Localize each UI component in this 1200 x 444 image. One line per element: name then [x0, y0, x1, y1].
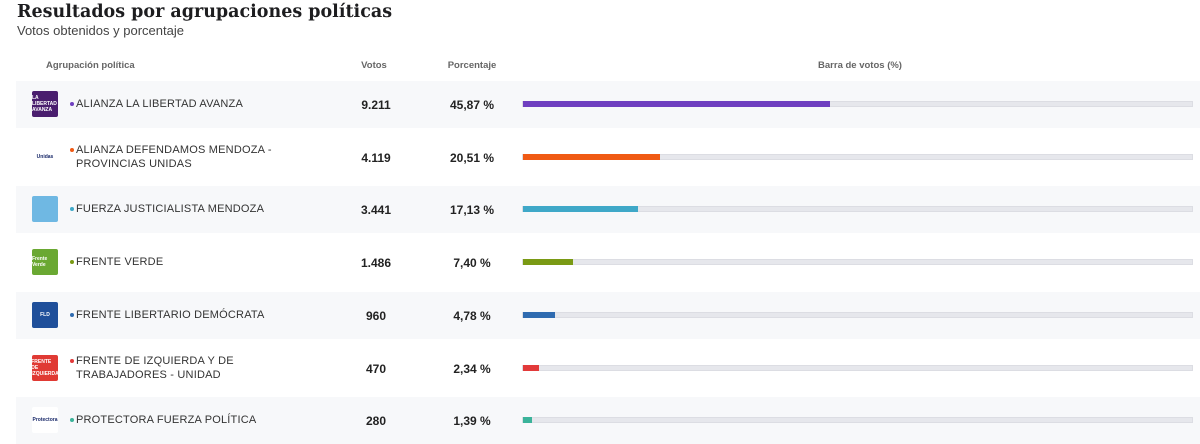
party-votes: 3.441 [360, 203, 392, 218]
party-name: FUERZA JUSTICIALISTA MENDOZA [76, 203, 265, 216]
vote-bar-fill [523, 311, 555, 318]
party-color-dot [70, 312, 74, 317]
column-header-party: Agrupación política [46, 60, 135, 71]
vote-bar-fill [523, 101, 830, 107]
party-percent: 45,87 % [449, 98, 495, 112]
table-row: Unidas ALIANZA DEFENDAMOS MENDOZA - PROV… [16, 134, 1200, 181]
vote-bar-fill [523, 259, 573, 266]
party-votes: 1.486 [360, 256, 392, 271]
party-logo-text: Frente Verde [32, 256, 48, 269]
vote-bar-track [522, 417, 1193, 424]
party-logo: Unidas [32, 143, 58, 170]
party-votes: 960 [365, 308, 387, 323]
party-percent: 2,34 % [453, 361, 491, 376]
party-percent: 7,40 % [453, 256, 491, 271]
page-subtitle: Votos obtenidos y porcentaje [17, 23, 184, 38]
party-color-dot [70, 358, 74, 363]
vote-bar-track [522, 364, 1193, 371]
party-name: ALIANZA LA LIBERTAD AVANZA [76, 98, 244, 110]
vote-bar-fill [523, 206, 638, 213]
party-logo-text: Unidas [36, 153, 54, 160]
party-color-dot [70, 147, 74, 152]
vote-bar-fill [523, 364, 539, 371]
vote-bar-track [522, 153, 1193, 160]
party-logo-text: Protectora [32, 417, 58, 424]
party-logo: FRENTE DE IZQUIERDA [32, 354, 58, 381]
party-logo [32, 196, 58, 223]
party-logo-text: FRENTE DE IZQUIERDA [32, 358, 58, 377]
party-color-dot [70, 102, 74, 106]
vote-bar-track [522, 101, 1193, 107]
party-logo: FLD [32, 301, 58, 328]
party-logo-text: FLD [40, 311, 50, 318]
party-name: FRENTE DE IZQUIERDA Y DE TRABAJADORES - … [76, 354, 234, 381]
party-name: ALIANZA DEFENDAMOS MENDOZA - PROVINCIAS … [76, 143, 272, 170]
party-name: FRENTE LIBERTARIO DEMÓCRATA [76, 308, 265, 321]
page-title: Resultados por agrupaciones políticas [17, 2, 393, 22]
vote-bar-track [522, 259, 1193, 266]
party-name: FRENTE VERDE [76, 256, 164, 269]
table-row: LA LIBERTAD AVANZA ALIANZA LA LIBERTAD A… [16, 81, 1200, 128]
column-header-percent: Porcentaje [447, 60, 497, 71]
party-logo: Protectora [32, 407, 58, 434]
party-votes: 470 [365, 361, 387, 376]
party-percent: 4,78 % [453, 308, 491, 323]
party-percent: 1,39 % [453, 414, 491, 429]
party-votes: 9.211 [361, 98, 391, 112]
party-color-dot [70, 418, 74, 423]
party-percent: 17,13 % [449, 203, 495, 218]
table-row: FRENTE DE IZQUIERDA FRENTE DE IZQUIERDA … [16, 345, 1200, 392]
party-logo-text: LA LIBERTAD AVANZA [32, 95, 57, 113]
column-header-bar: Barra de votos (%) [818, 60, 902, 71]
vote-bar-fill [523, 153, 661, 160]
vote-bar-track [522, 206, 1193, 213]
party-name: PROTECTORA FUERZA POLÍTICA [76, 414, 257, 427]
party-logo: LA LIBERTAD AVANZA [32, 91, 58, 117]
column-header-votes: Votos [361, 60, 387, 71]
party-color-dot [70, 207, 74, 212]
vote-bar-fill [523, 417, 533, 424]
party-percent: 20,51 % [449, 150, 495, 165]
table-row: FUERZA JUSTICIALISTA MENDOZA 3.441 17,13… [16, 186, 1200, 234]
vote-bar-track [522, 311, 1193, 318]
party-votes: 4.119 [361, 150, 391, 165]
table-row: FLD FRENTE LIBERTARIO DEMÓCRATA 960 4,78… [16, 291, 1200, 339]
party-votes: 280 [365, 414, 387, 429]
party-color-dot [70, 260, 74, 265]
party-logo: Frente Verde [32, 249, 58, 276]
table-row: Frente Verde FRENTE VERDE 1.486 7,40 % [16, 239, 1200, 286]
table-row: Protectora PROTECTORA FUERZA POLÍTICA 28… [16, 397, 1200, 444]
